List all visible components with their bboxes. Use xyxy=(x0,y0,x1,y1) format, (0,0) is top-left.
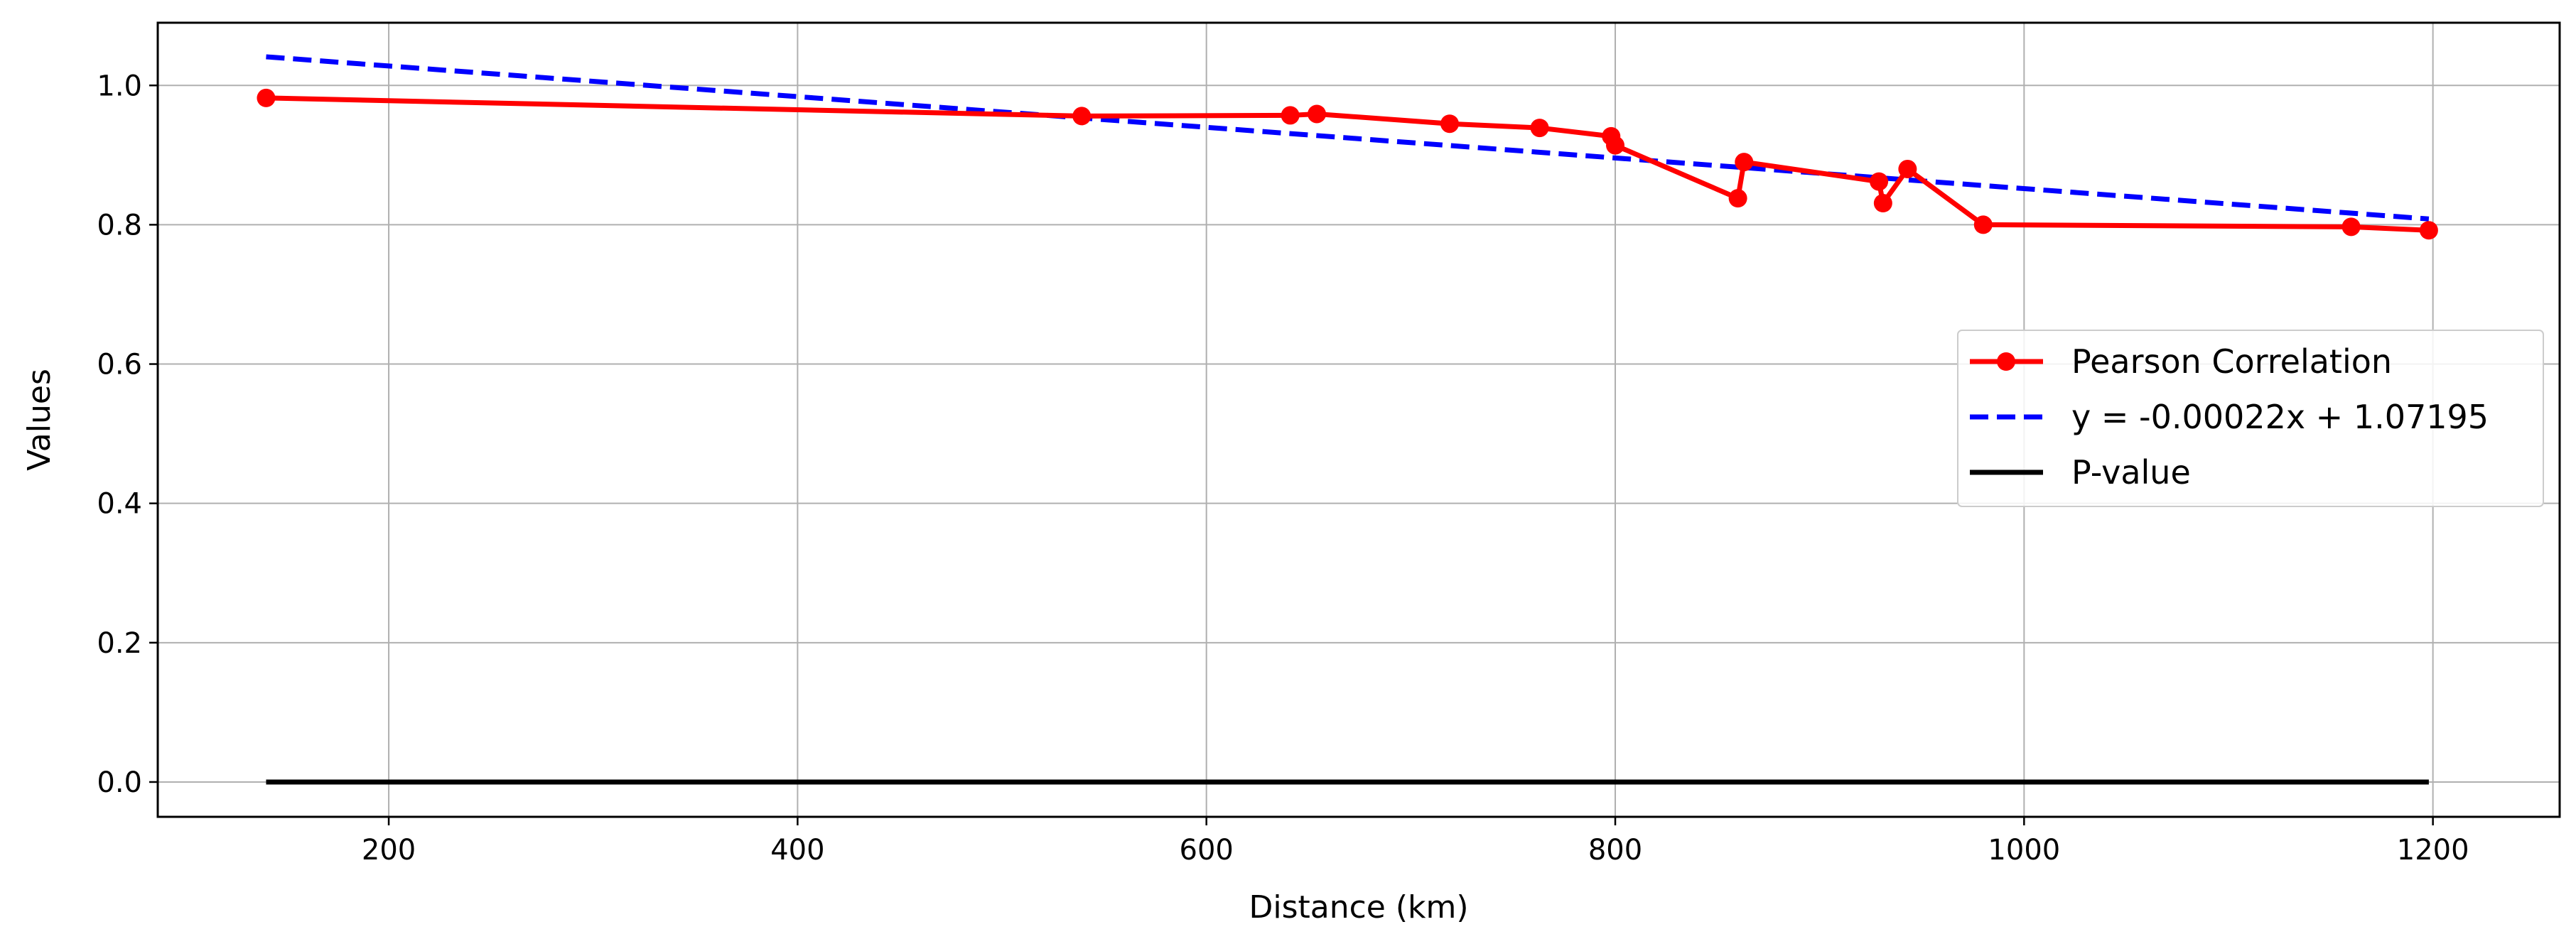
x-tick-label: 200 xyxy=(362,834,416,867)
x-tick-label: 800 xyxy=(1588,834,1642,867)
x-axis-title: Distance (km) xyxy=(1249,889,1468,926)
data-point xyxy=(2419,221,2438,240)
x-tick-label: 400 xyxy=(770,834,824,867)
y-tick-label: 0.6 xyxy=(97,349,142,381)
x-tick-label: 600 xyxy=(1180,834,1234,867)
legend-box xyxy=(1957,330,2544,507)
x-tick-label: 1200 xyxy=(2397,834,2469,867)
data-point xyxy=(1281,106,1300,125)
data-point xyxy=(1735,153,1754,172)
legend-label: Pearson Correlation xyxy=(2071,342,2392,381)
data-point xyxy=(1606,136,1625,155)
y-axis-ticks: 0.0 0.2 0.4 0.6 0.8 1.0 xyxy=(97,70,158,799)
y-tick-label: 0.8 xyxy=(97,209,142,241)
legend: Pearson Correlation y = -0.00022x + 1.071… xyxy=(1957,330,2544,507)
y-axis-title: Values xyxy=(21,369,58,471)
legend-label: y = -0.00022x + 1.07195 xyxy=(2071,398,2489,436)
data-point xyxy=(257,88,276,107)
x-tick-label: 1000 xyxy=(1988,834,2060,867)
data-point xyxy=(1728,189,1747,208)
legend-label: P-value xyxy=(2071,453,2191,492)
x-axis-ticks: 200 400 600 800 1000 1200 xyxy=(362,817,2469,867)
data-point xyxy=(1973,215,1993,234)
data-point xyxy=(1530,119,1549,138)
legend-marker xyxy=(1997,352,2015,371)
series-line xyxy=(266,95,2430,233)
data-point xyxy=(1873,194,1892,213)
data-point xyxy=(2341,217,2361,237)
series-line xyxy=(266,54,2430,222)
data-point xyxy=(1898,159,1917,178)
data-point xyxy=(1870,172,1889,191)
series-layer xyxy=(257,54,2438,785)
y-tick-label: 1.0 xyxy=(97,70,142,102)
y-tick-label: 0.4 xyxy=(97,488,142,521)
y-tick-label: 0.2 xyxy=(97,627,142,660)
data-point xyxy=(1308,104,1327,124)
data-point xyxy=(1440,114,1460,134)
data-point xyxy=(1072,107,1092,126)
plot-frame xyxy=(156,21,2561,818)
y-tick-label: 0.0 xyxy=(97,766,142,799)
